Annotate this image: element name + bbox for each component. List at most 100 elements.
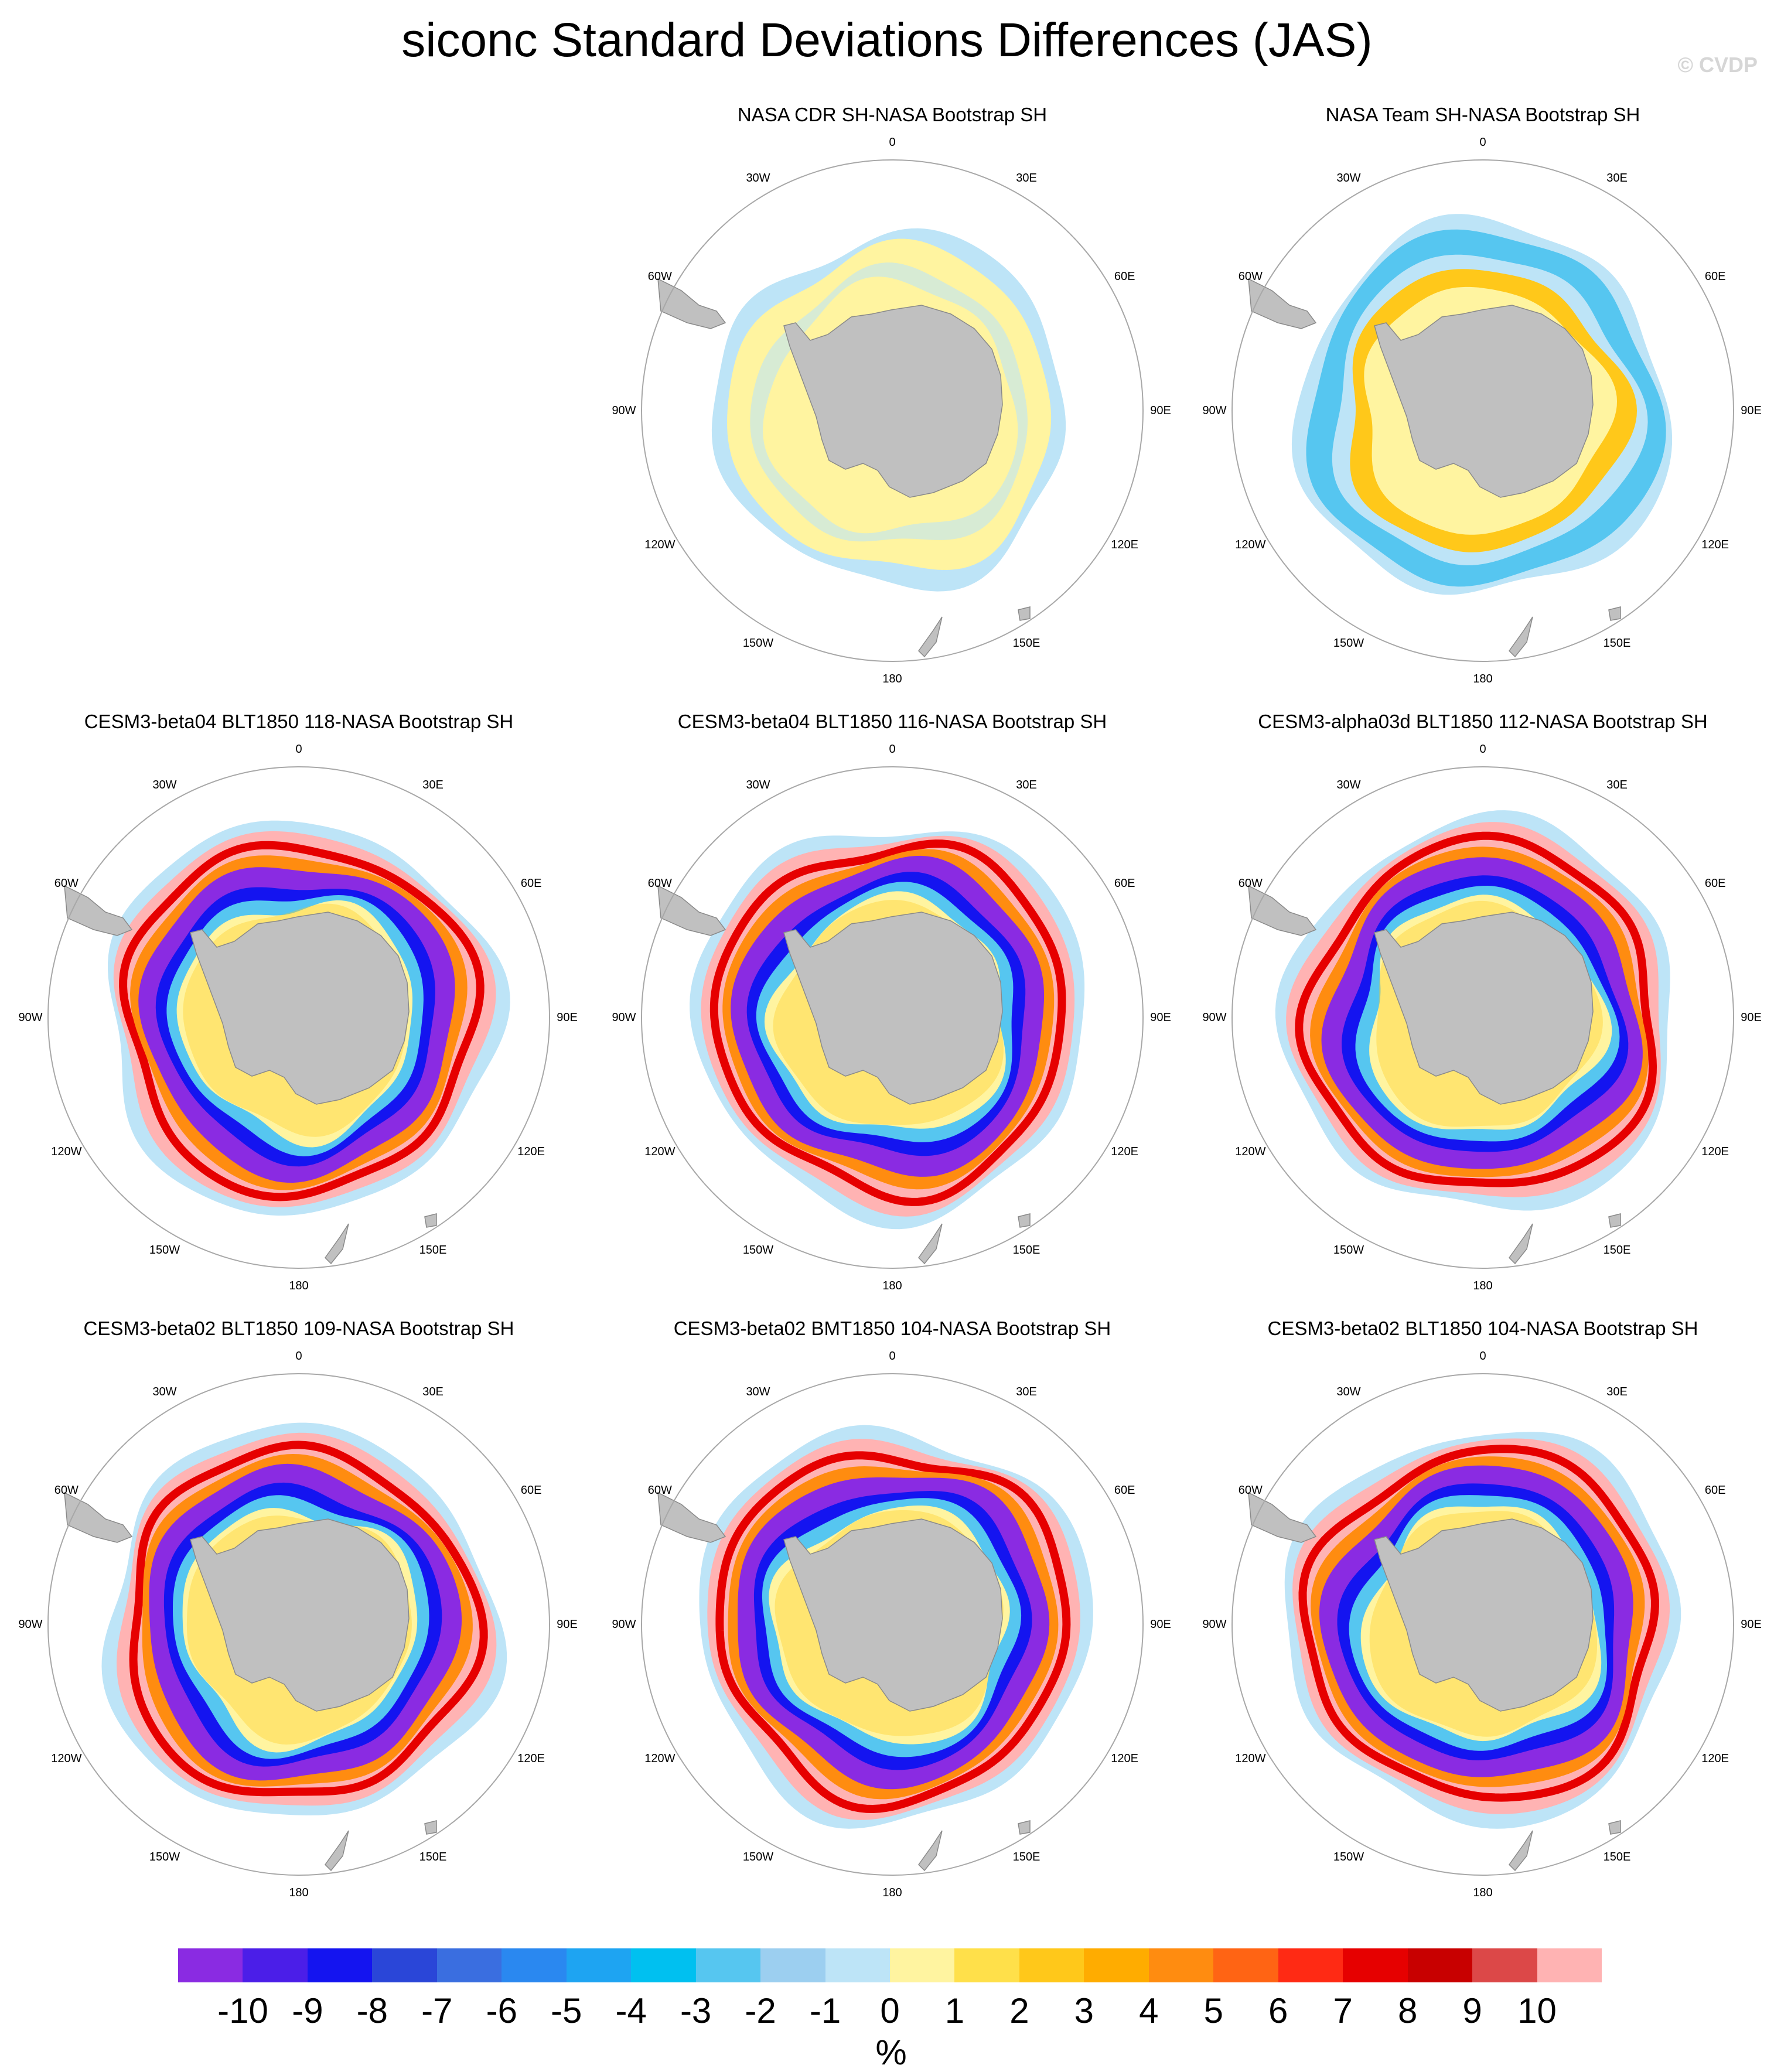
longitude-label: 90E (1150, 1011, 1171, 1024)
longitude-label: 30W (1336, 172, 1361, 185)
longitude-label: 90E (1150, 1618, 1171, 1631)
longitude-label: 90E (1741, 404, 1762, 417)
longitude-label: 150W (149, 1850, 180, 1863)
colorbar-swatch (954, 1948, 1019, 1982)
map-boundary-circle (1231, 766, 1734, 1269)
longitude-label: 150W (742, 1850, 774, 1863)
south-america-landmass (1248, 885, 1317, 936)
longitude-label: 120W (1235, 1145, 1266, 1158)
polar-map (1231, 159, 1734, 662)
longitude-label: 30E (1016, 172, 1037, 185)
longitude-label: 180 (1473, 1279, 1493, 1292)
longitude-label: 60W (647, 877, 672, 890)
longitude-label: 60W (1238, 877, 1263, 890)
longitude-label: 150E (419, 1850, 447, 1863)
colorbar-tick-label: 1 (944, 1991, 965, 2030)
colorbar-swatch (1343, 1948, 1408, 1982)
longitude-label: 30W (746, 172, 770, 185)
antarctica-landmass (190, 912, 410, 1105)
longitude-label: 0 (1479, 1350, 1486, 1363)
longitude-label: 180 (289, 1886, 309, 1899)
longitude-label: 0 (889, 1350, 896, 1363)
longitude-label: 90W (1202, 1618, 1227, 1631)
colorbar-tick-label: 8 (1397, 1991, 1418, 2030)
longitude-label: 30E (422, 779, 444, 792)
tasmania-landmass (1608, 606, 1621, 621)
longitude-label: 150E (1012, 636, 1040, 650)
map-panel: NASA Team SH-NASA Bootstrap SH 0 30E 60E 90E… (1190, 103, 1774, 689)
longitude-label: 150W (742, 1243, 774, 1257)
longitude-label: 120W (1235, 1752, 1266, 1765)
colorbar-tick-label: -8 (356, 1991, 388, 2030)
colorbar-swatch (372, 1948, 437, 1982)
red-band-field (715, 1451, 1071, 1814)
colorbar-tick-label: -7 (421, 1991, 453, 2030)
longitude-label: 30W (746, 779, 770, 792)
longitude-label: 90W (1202, 1011, 1227, 1024)
red-band-field (709, 839, 1066, 1206)
tasmania-landmass (1608, 1213, 1621, 1228)
longitude-label: 180 (882, 1279, 902, 1292)
longitude-label: 30E (1016, 779, 1037, 792)
tasmania-landmass (424, 1213, 437, 1228)
colorbar-tick-label: 3 (1074, 1991, 1094, 2030)
map-panel: CESM3-beta02 BMT1850 104-NASA Bootstrap … (599, 1317, 1185, 1903)
longitude-label: 150W (1333, 1243, 1364, 1257)
longitude-label: 150E (1603, 636, 1631, 650)
longitude-label: 30W (152, 779, 177, 792)
map-boundary-circle (641, 159, 1144, 662)
map-boundary-circle (641, 766, 1144, 1269)
panel-title: CESM3-beta04 BLT1850 116-NASA Bootstrap … (677, 711, 1107, 732)
new-zealand-landmass (918, 616, 943, 658)
colorbar-tick-label: -10 (217, 1991, 268, 2030)
longitude-label: 120E (1701, 1145, 1729, 1158)
colorbar-unit: % (875, 2033, 907, 2072)
colorbar-swatch (1278, 1948, 1343, 1982)
longitude-label: 120E (1111, 1752, 1138, 1765)
longitude-label: 0 (295, 1350, 302, 1363)
colorbar-swatch (1472, 1948, 1537, 1982)
panel-title: NASA CDR SH-NASA Bootstrap SH (737, 104, 1048, 125)
colorbar-tick-label: -4 (615, 1991, 647, 2030)
colorbar-tick-label: 4 (1139, 1991, 1159, 2030)
map-boundary-circle (1231, 159, 1734, 662)
colorbar-swatch (1407, 1948, 1473, 1982)
colorbar-tick-label: 5 (1203, 1991, 1223, 2030)
colorbar-tick-label: -1 (809, 1991, 841, 2030)
map-boundary-circle (47, 766, 550, 1269)
antarctica-landmass (1374, 912, 1594, 1105)
colorbar-swatch (178, 1948, 243, 1982)
colorbar-swatch (566, 1948, 632, 1982)
map-panel: CESM3-beta02 BLT1850 109-NASA Bootstrap … (6, 1317, 592, 1903)
tasmania-landmass (1018, 1820, 1031, 1835)
south-america-landmass (657, 1491, 726, 1543)
map-panel: CESM3-beta02 BLT1850 104-NASA Bootstrap … (1190, 1317, 1774, 1903)
antarctica-landmass (1374, 305, 1594, 498)
longitude-label: 0 (295, 743, 302, 756)
colorbar-swatch (631, 1948, 696, 1982)
south-america-landmass (1248, 1491, 1317, 1543)
new-zealand-landmass (325, 1830, 349, 1872)
longitude-label: 120W (1235, 538, 1266, 551)
new-zealand-landmass (325, 1223, 349, 1265)
colorbar-tick-label: 6 (1268, 1991, 1288, 2030)
longitude-label: 150W (1333, 636, 1364, 650)
longitude-label: 180 (882, 1886, 902, 1899)
longitude-label: 60E (520, 1484, 542, 1497)
polar-map (1231, 766, 1734, 1269)
map-panel: NASA CDR SH-NASA Bootstrap SH 0 30E 60E 90E 1… (599, 103, 1185, 689)
polar-map (1231, 1373, 1734, 1876)
colorbar-swatch (436, 1948, 502, 1982)
longitude-label: 150W (1333, 1850, 1364, 1863)
south-america-landmass (657, 278, 726, 329)
colorbar-swatch (1537, 1948, 1602, 1982)
colorbar-tick-label: 10 (1517, 1991, 1557, 2030)
colorbar-swatch (695, 1948, 761, 1982)
colorbar-swatch (825, 1948, 890, 1982)
colorbar-tick-label: 2 (1009, 1991, 1029, 2030)
antarctica-landmass (190, 1518, 410, 1712)
south-america-landmass (64, 1491, 133, 1543)
colorbar-tick-label: 7 (1333, 1991, 1353, 2030)
panel-title: NASA Team SH-NASA Bootstrap SH (1325, 104, 1640, 125)
colorbar-swatch (1084, 1948, 1149, 1982)
